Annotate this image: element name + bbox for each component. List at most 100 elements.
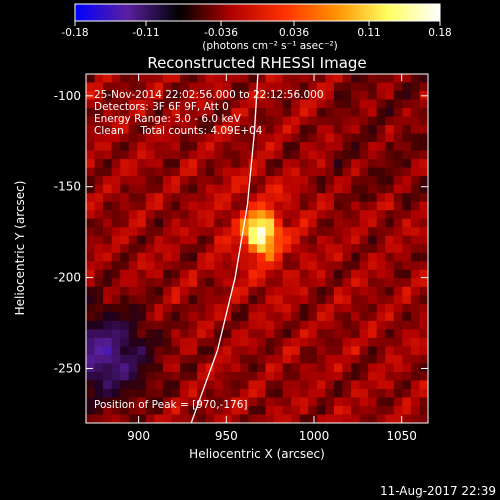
heatmap-cell [239,286,250,296]
heatmap-cell [120,193,130,203]
heatmap-cell [351,346,361,356]
heatmap-cell [222,363,232,373]
heatmap-cell [274,167,284,177]
heatmap-cell [180,227,190,237]
heatmap-cell [385,397,395,407]
heatmap-cell [180,210,190,220]
heatmap-cell [325,133,335,143]
heatmap-cell [325,278,335,288]
heatmap-cell [197,125,207,135]
heatmap-cell [239,176,250,186]
heatmap-cell [180,74,190,84]
heatmap-cell [402,99,412,109]
heatmap-cell [145,252,155,262]
heatmap-cell [393,388,403,399]
heatmap-cell [282,184,292,194]
heatmap-cell [316,218,326,228]
heatmap-cell [359,286,369,296]
heatmap-cell [137,235,147,245]
heatmap-cell [265,295,275,305]
heatmap-cell [282,312,292,322]
heatmap-cell [274,312,284,322]
heatmap-cell [222,388,232,399]
heatmap-cell [231,125,241,135]
heatmap-cell [154,346,164,356]
heatmap-cell [120,363,130,373]
heatmap-cell [299,269,309,279]
heatmap-cell [214,329,224,339]
heatmap-cell [86,125,96,135]
heatmap-cell [274,388,284,399]
heatmap-cell [257,295,267,305]
heatmap-cell [316,312,326,322]
heatmap-cell [86,218,96,228]
heatmap-cell [376,252,386,262]
heatmap-cell [188,269,198,279]
heatmap-cell [410,397,421,407]
heatmap-cell [299,371,309,382]
heatmap-cell [94,91,104,101]
heatmap-cell [385,286,395,296]
heatmap-cell [257,91,267,101]
heatmap-cell [308,108,318,118]
heatmap-cell [359,108,369,118]
heatmap-cell [265,218,275,228]
heatmap-cell [239,193,250,203]
heatmap-cell [137,397,147,407]
heatmap-cell [145,184,155,194]
heatmap-cell [368,312,378,322]
heatmap-cell [120,380,130,390]
heatmap-cell [393,74,403,84]
heatmap-cell [402,303,412,313]
heatmap-cell [171,244,181,254]
heatmap-cell [180,405,190,416]
heatmap-cell [205,261,215,271]
heatmap-cell [222,167,232,177]
heatmap-cell [171,295,181,305]
heatmap-cell [103,99,113,109]
heatmap-cell [154,329,164,339]
heatmap-cell [393,193,403,203]
heatmap-cell [188,261,198,271]
heatmap-cell [402,320,412,330]
heatmap-cell [103,91,113,101]
heatmap-cell [410,125,421,135]
heatmap-cell [333,380,344,390]
heatmap-cell [171,108,181,118]
heatmap-cell [359,337,369,347]
heatmap-cell [205,201,215,211]
heatmap-cell [265,337,275,347]
heatmap-cell [316,354,326,365]
heatmap-cell [393,405,403,416]
heatmap-cell [325,380,335,390]
heatmap-cell [94,329,104,339]
heatmap-cell [282,167,292,177]
heatmap-cell [145,363,155,373]
heatmap-cell [291,295,301,305]
heatmap-cell [214,235,224,245]
heatmap-cell [239,82,250,92]
chart-title: Reconstructed RHESSI Image [147,54,366,72]
heatmap-cell [214,295,224,305]
heatmap-cell [257,210,267,220]
heatmap-cell [214,286,224,296]
heatmap-cell [299,82,309,92]
heatmap-cell [103,261,113,271]
heatmap-cell [410,388,421,399]
heatmap-cell [333,235,344,245]
heatmap-cell [308,150,318,160]
heatmap-cell [402,82,412,92]
heatmap-cell [214,91,224,101]
heatmap-cell [171,380,181,390]
heatmap-cell [368,295,378,305]
heatmap-cell [86,150,96,160]
heatmap-cell [299,133,309,143]
heatmap-cell [205,354,215,365]
heatmap-cell [94,244,104,254]
heatmap-cell [376,193,386,203]
heatmap-cell [197,312,207,322]
heatmap-cell [205,227,215,237]
heatmap-cell [145,354,155,365]
heatmap-cell [205,210,215,220]
heatmap-cell [111,244,121,254]
